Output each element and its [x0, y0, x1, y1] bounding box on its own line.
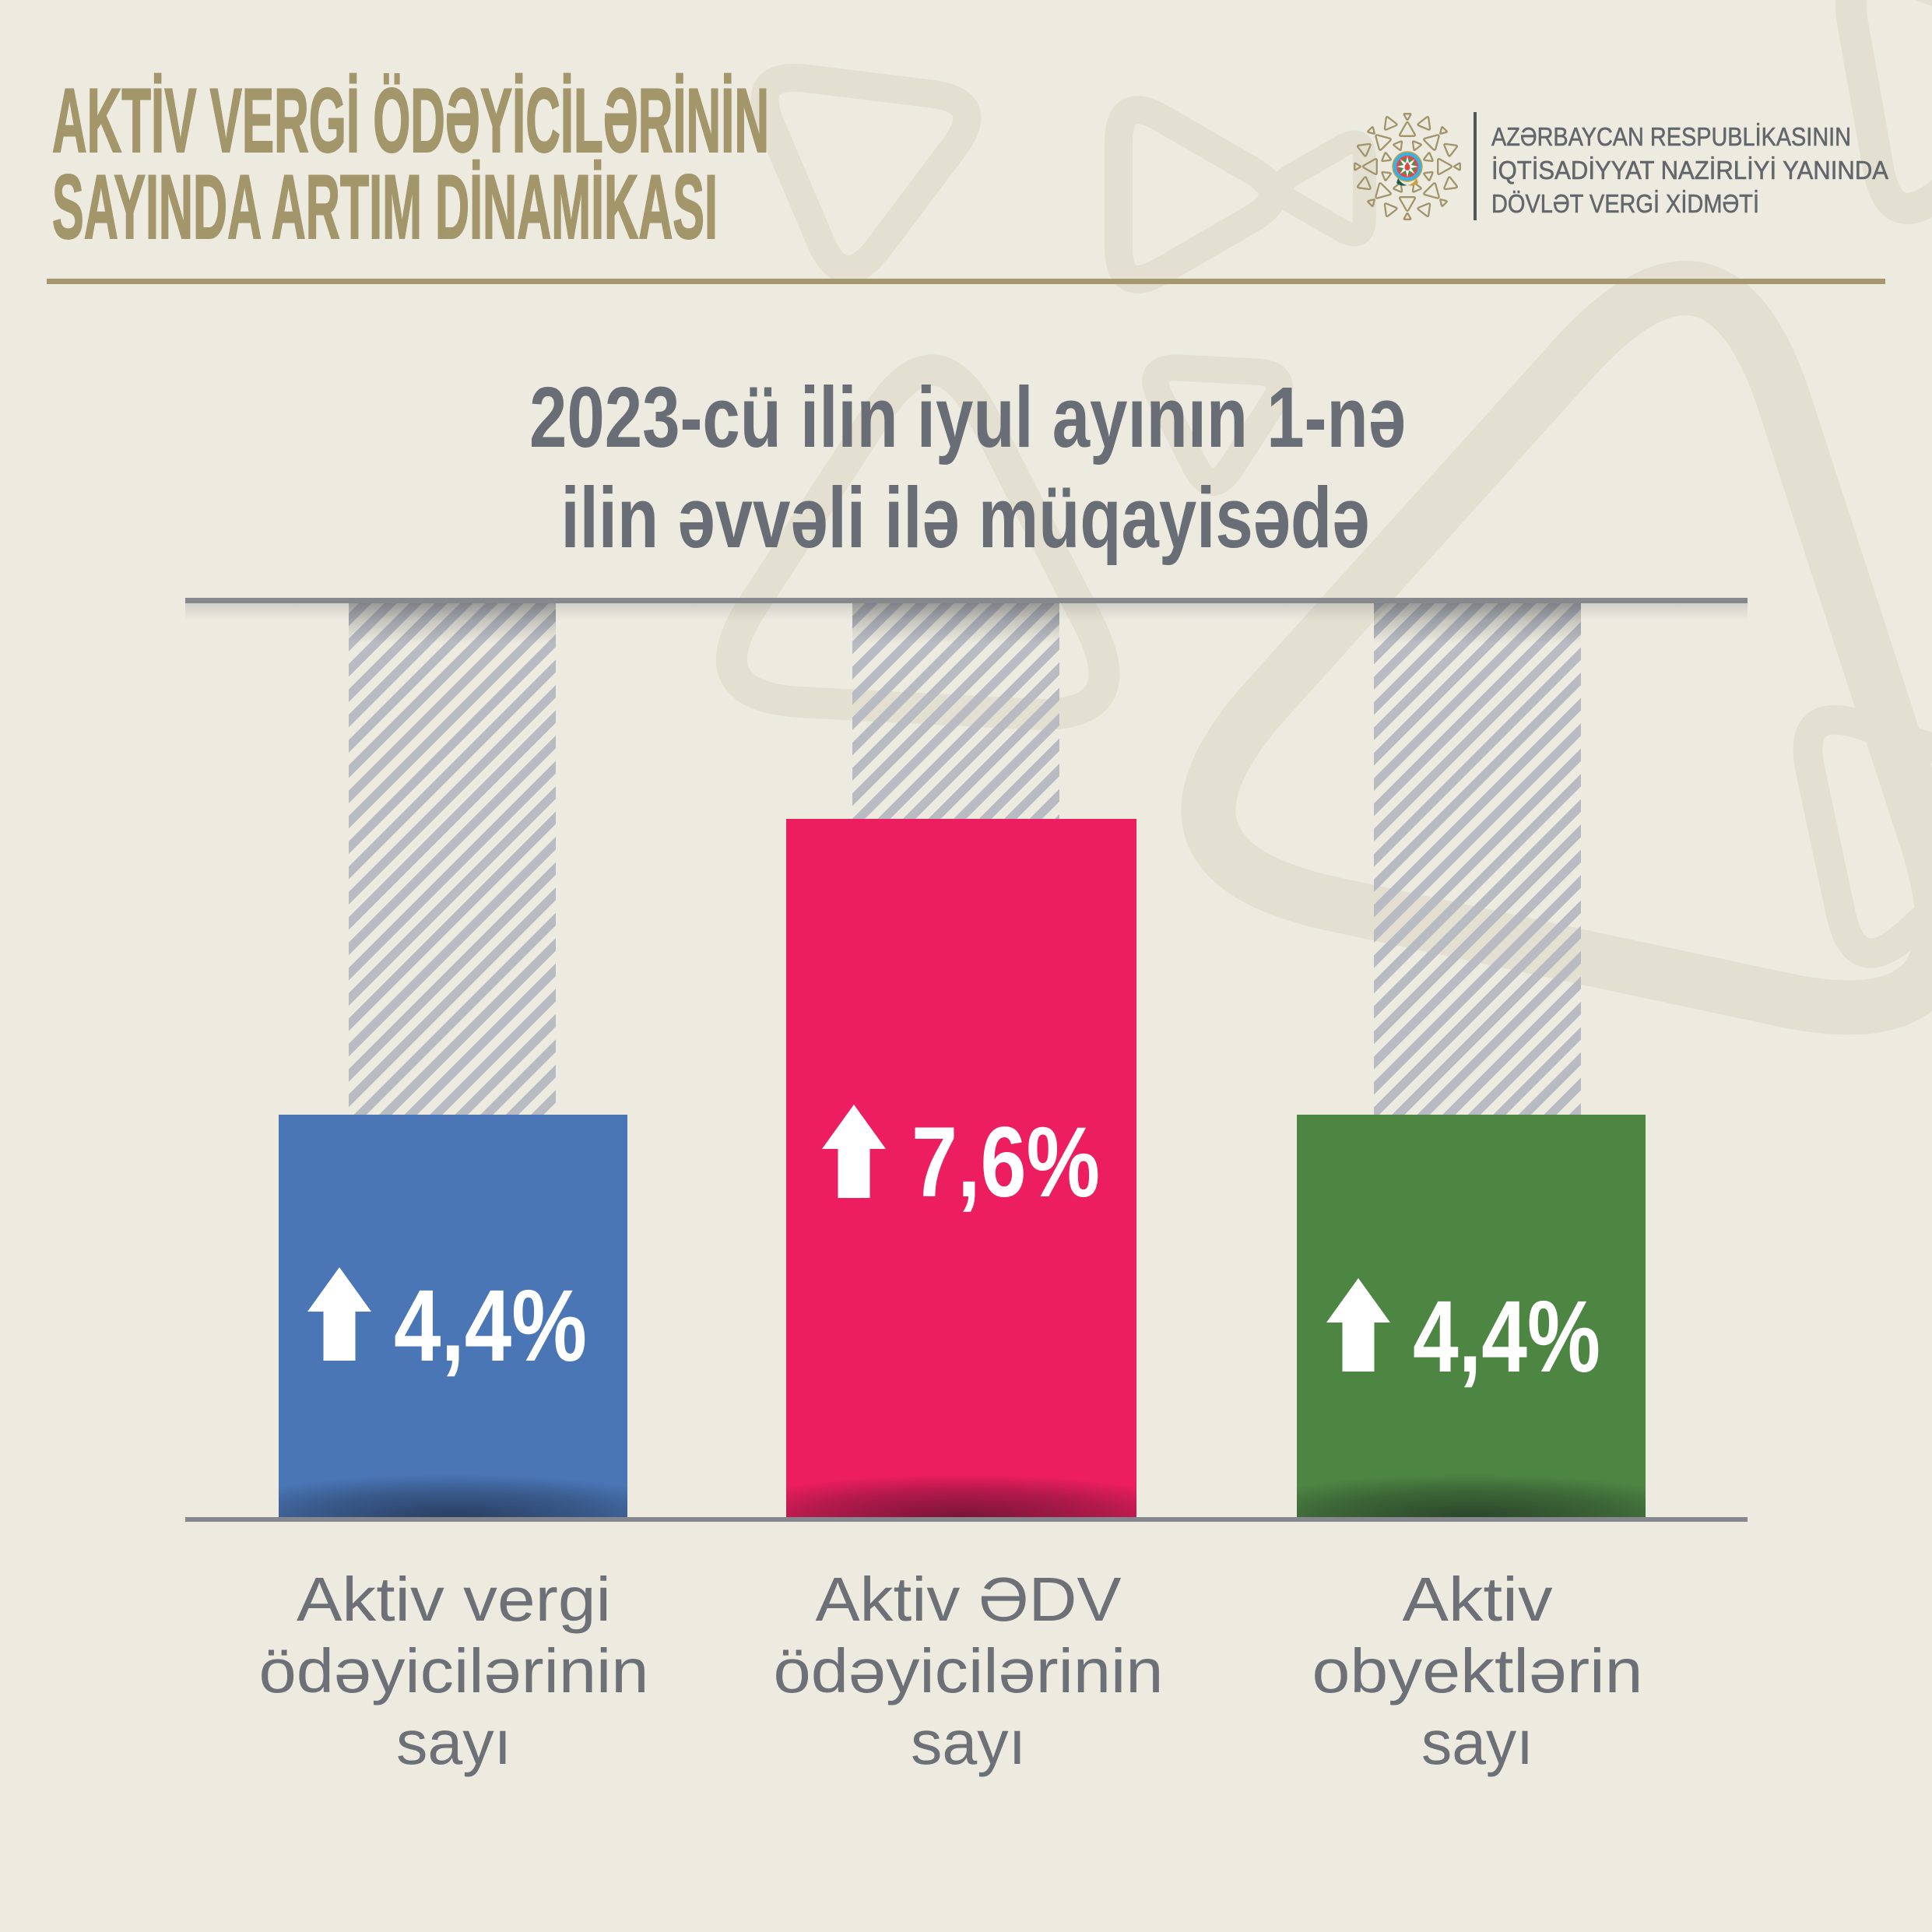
svg-text:ödəyicilərinin: ödəyicilərinin — [259, 1636, 649, 1705]
svg-text:2023-cü ilin iyul ayının 1-nə: 2023-cü ilin iyul ayının 1-nə — [529, 370, 1406, 465]
svg-text:AKTİV VERGİ ÖDƏYİCİLƏRİNİN: AKTİV VERGİ ÖDƏYİCİLƏRİNİN — [52, 69, 769, 171]
svg-text:4,4%: 4,4% — [1413, 1279, 1600, 1393]
svg-text:sayı: sayı — [1421, 1708, 1533, 1777]
svg-text:ilin əvvəli ilə müqayisədə: ilin əvvəli ilə müqayisədə — [561, 470, 1370, 566]
svg-text:4,4%: 4,4% — [394, 1268, 587, 1382]
svg-text:DÖVLƏT VERGİ XİDMƏTİ: DÖVLƏT VERGİ XİDMƏTİ — [1491, 190, 1759, 219]
svg-text:obyektlərin: obyektlərin — [1312, 1636, 1643, 1705]
svg-text:sayı: sayı — [911, 1708, 1026, 1777]
svg-text:AZƏRBAYCAN RESPUBLİKASININ: AZƏRBAYCAN RESPUBLİKASININ — [1491, 123, 1851, 152]
svg-text:Aktiv: Aktiv — [1403, 1565, 1553, 1634]
svg-text:İQTİSADİYYAT NAZİRLİYİ YANINDA: İQTİSADİYYAT NAZİRLİYİ YANINDA — [1491, 156, 1889, 185]
svg-text:ödəyicilərinin: ödəyicilərinin — [774, 1636, 1164, 1705]
svg-text:Aktiv ƏDV: Aktiv ƏDV — [816, 1565, 1122, 1634]
svg-text:7,6%: 7,6% — [912, 1107, 1100, 1218]
svg-text:sayı: sayı — [396, 1708, 511, 1777]
svg-text:SAYINDA ARTIM DİNAMİKASI: SAYINDA ARTIM DİNAMİKASI — [52, 156, 718, 258]
svg-text:Aktiv vergi: Aktiv vergi — [297, 1565, 611, 1634]
